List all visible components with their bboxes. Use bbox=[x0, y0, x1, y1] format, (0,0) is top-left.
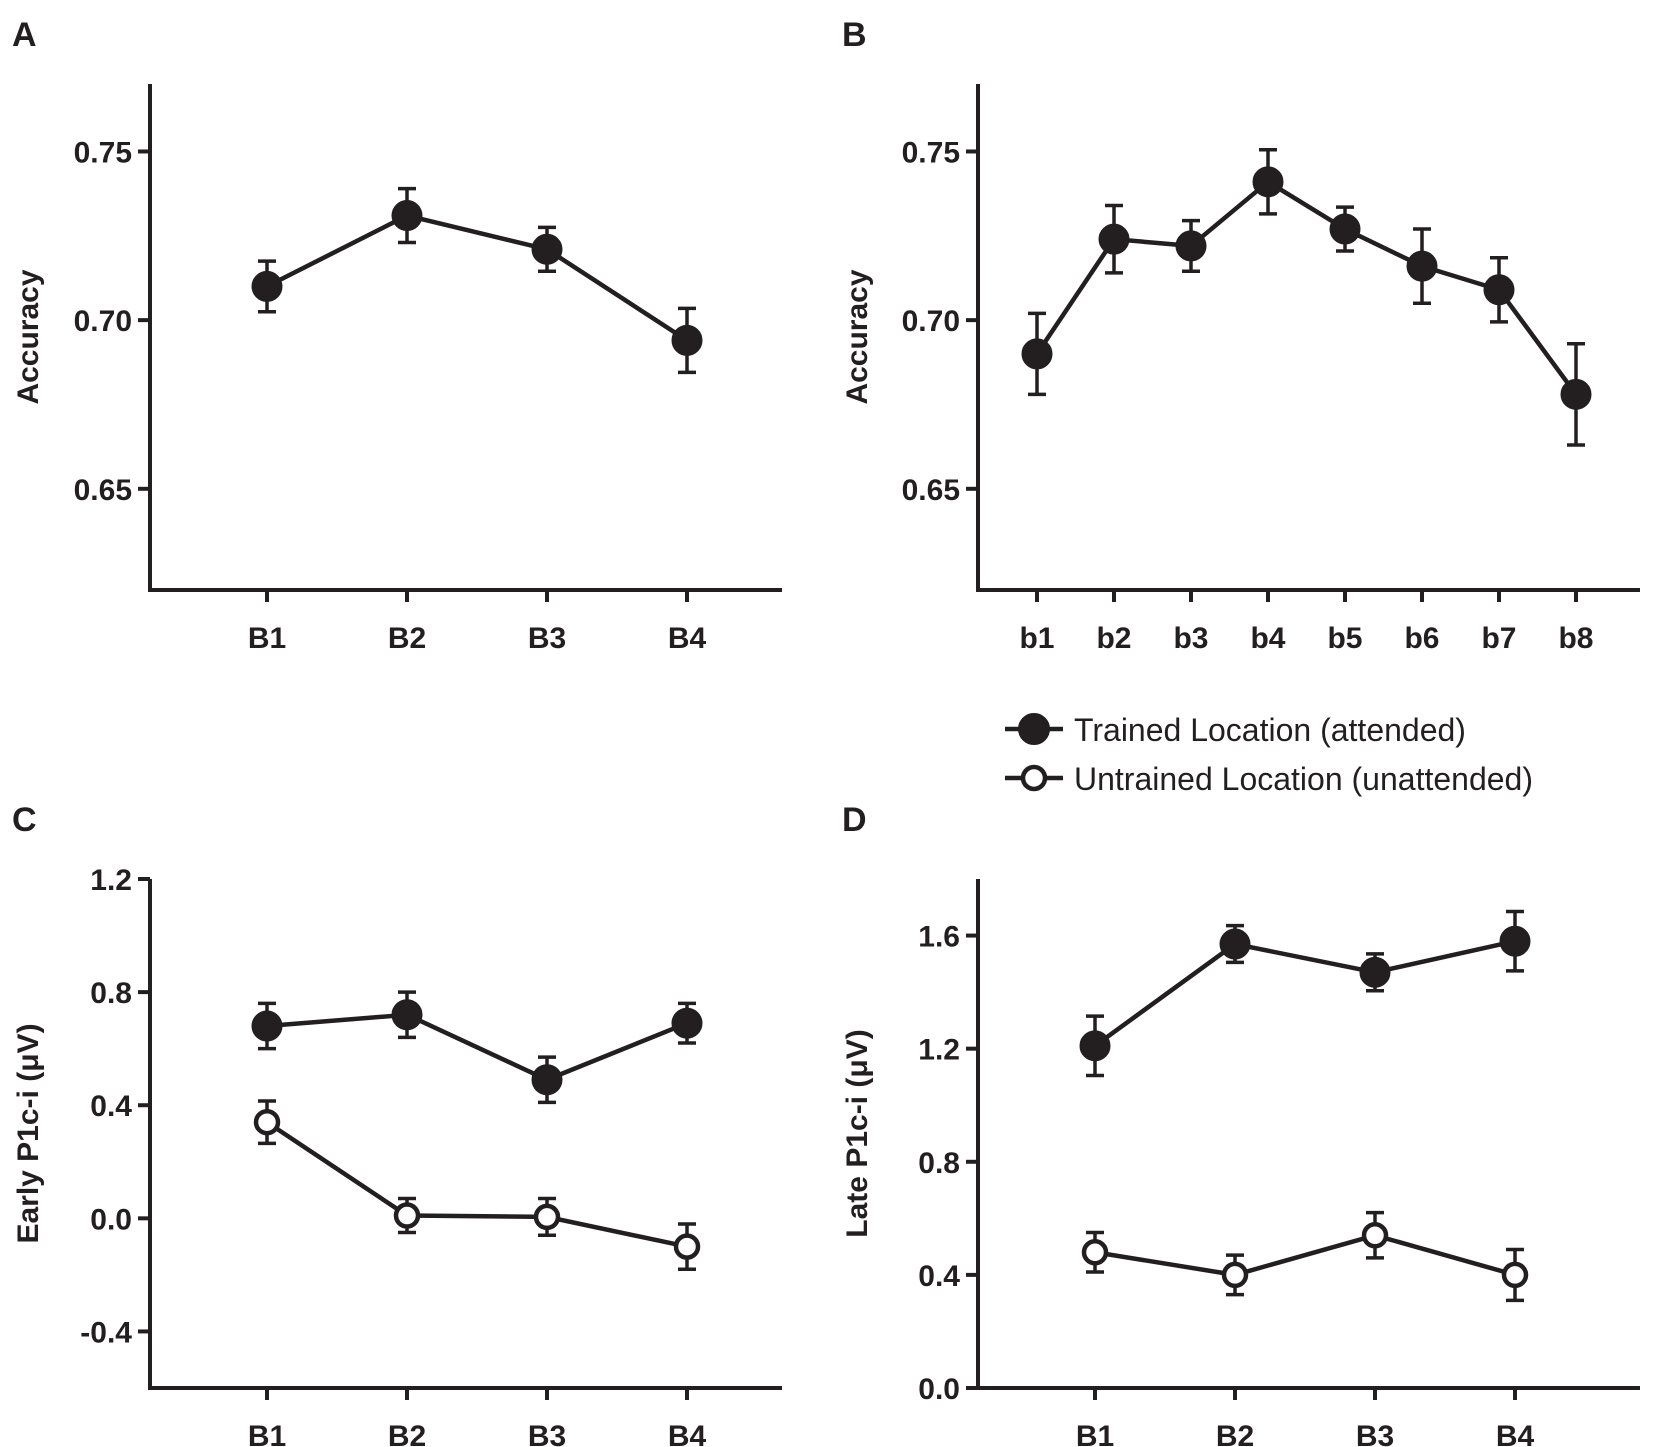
series-line bbox=[1094, 1232, 1516, 1278]
y-tick-label: 1.2 bbox=[90, 864, 132, 897]
y-tick-label: 0.4 bbox=[90, 1090, 132, 1123]
series-line bbox=[265, 1120, 688, 1249]
y-axis-title: Accuracy bbox=[12, 269, 45, 404]
y-tick-label: 0.70 bbox=[74, 305, 132, 338]
data-point bbox=[251, 1010, 283, 1042]
data-point bbox=[391, 999, 423, 1031]
panel-b: B 0.65 0.70 0.75 b1 b2 b3 b4 b5 b6 b7 b8 Accuracy bbox=[841, 16, 1640, 655]
x-tick-label: b5 bbox=[1327, 622, 1362, 655]
x-tick-label: B4 bbox=[668, 1420, 707, 1447]
panel-c: C -0.4 0.0 0.4 0.8 1.2 B1 B2 B3 B4 Early P1c-i (μV… bbox=[12, 801, 782, 1447]
x-tick-label: b4 bbox=[1250, 622, 1285, 655]
data-point bbox=[1079, 1030, 1111, 1062]
x-tick-label: b3 bbox=[1173, 622, 1208, 655]
data-point bbox=[393, 1202, 421, 1229]
legend-label-trained: Trained Location (attended) bbox=[1074, 712, 1466, 748]
x-tick-label: b6 bbox=[1404, 622, 1439, 655]
series-line bbox=[1093, 939, 1516, 1048]
series-trained bbox=[1079, 909, 1531, 1078]
data-point bbox=[1252, 166, 1284, 198]
legend: Trained Location (attended) Untrained Lo… bbox=[1005, 712, 1533, 797]
data-point bbox=[1361, 1222, 1389, 1249]
data-point bbox=[531, 233, 563, 265]
panel-label: A bbox=[12, 16, 37, 54]
series-untrained bbox=[1081, 1210, 1529, 1303]
series-line bbox=[265, 213, 689, 343]
data-point bbox=[673, 1233, 701, 1260]
legend-label-untrained: Untrained Location (unattended) bbox=[1074, 761, 1533, 797]
y-axis-title: Late P1c-i (μV) bbox=[841, 1029, 874, 1237]
data-point bbox=[531, 1064, 563, 1096]
y-tick-label: 0.0 bbox=[918, 1373, 960, 1406]
x-tick-label: B4 bbox=[1496, 1420, 1535, 1447]
y-tick-label: -0.4 bbox=[80, 1316, 132, 1349]
data-point bbox=[1560, 378, 1592, 410]
panel-a: A 0.65 0.70 0.75 B1 B2 B3 B4 Accuracy bbox=[12, 16, 782, 655]
x-tick-label: B3 bbox=[1356, 1420, 1394, 1447]
y-axis-title: Early P1c-i (μV) bbox=[12, 1023, 45, 1243]
x-tick-label: B3 bbox=[528, 622, 566, 655]
x-tick-label: b8 bbox=[1558, 622, 1593, 655]
x-tick-label: B2 bbox=[388, 1420, 426, 1447]
panel-d: D 0.0 0.4 0.8 1.2 1.6 B1 B2 B3 B4 Late P1c-i (μV) bbox=[841, 801, 1640, 1447]
x-tick-label: B1 bbox=[248, 622, 286, 655]
data-point bbox=[251, 270, 283, 302]
legend-item-untrained: Untrained Location (unattended) bbox=[1005, 761, 1533, 797]
data-point bbox=[1021, 338, 1053, 370]
x-tick-label: b7 bbox=[1481, 622, 1516, 655]
data-point bbox=[1081, 1239, 1109, 1266]
data-point bbox=[1406, 250, 1438, 282]
x-tick-label: B4 bbox=[668, 622, 707, 655]
legend-item-trained: Trained Location (attended) bbox=[1005, 712, 1466, 748]
data-point bbox=[671, 324, 703, 356]
series-trained bbox=[251, 990, 703, 1105]
data-point bbox=[1098, 223, 1130, 255]
x-tick-label: B2 bbox=[388, 622, 426, 655]
data-point bbox=[533, 1203, 561, 1231]
data-point bbox=[1483, 274, 1515, 306]
x-tick-label: B2 bbox=[1216, 1420, 1254, 1447]
data-point bbox=[1221, 1261, 1249, 1289]
panel-label: C bbox=[12, 801, 37, 839]
open-circle-icon bbox=[1020, 764, 1048, 792]
y-tick-label: 0.70 bbox=[902, 305, 960, 338]
series-line bbox=[266, 1012, 688, 1083]
data-point bbox=[671, 1007, 703, 1039]
x-tick-label: B3 bbox=[528, 1420, 566, 1447]
x-tick-label: b2 bbox=[1096, 622, 1131, 655]
data-point bbox=[1499, 925, 1531, 957]
y-tick-label: 0.75 bbox=[902, 136, 960, 169]
y-tick-label: 0.65 bbox=[74, 474, 132, 507]
y-tick-label: 0.8 bbox=[918, 1147, 960, 1180]
data-point bbox=[1501, 1261, 1529, 1289]
series-untrained bbox=[253, 1099, 701, 1271]
data-point bbox=[1329, 213, 1361, 245]
y-tick-label: 0.8 bbox=[90, 977, 132, 1010]
y-tick-label: 0.4 bbox=[918, 1260, 960, 1293]
data-point bbox=[1219, 928, 1251, 960]
panel-label: D bbox=[842, 801, 867, 839]
x-tick-label: B1 bbox=[248, 1420, 286, 1447]
data-point bbox=[1359, 956, 1391, 988]
series-trained bbox=[1021, 148, 1592, 447]
data-point bbox=[391, 200, 423, 232]
x-tick-label: B1 bbox=[1076, 1420, 1114, 1447]
panel-label: B bbox=[842, 16, 867, 54]
y-axis-title: Accuracy bbox=[841, 269, 874, 404]
y-tick-label: 1.2 bbox=[918, 1034, 960, 1067]
x-tick-label: b1 bbox=[1019, 622, 1054, 655]
series-trained bbox=[251, 186, 703, 375]
y-tick-label: 1.6 bbox=[918, 921, 960, 954]
data-point bbox=[1175, 230, 1207, 262]
y-tick-label: 0.0 bbox=[90, 1203, 132, 1236]
y-tick-label: 0.75 bbox=[74, 136, 132, 169]
data-point bbox=[253, 1108, 281, 1136]
filled-circle-icon bbox=[1018, 713, 1050, 745]
y-tick-label: 0.65 bbox=[902, 474, 960, 507]
